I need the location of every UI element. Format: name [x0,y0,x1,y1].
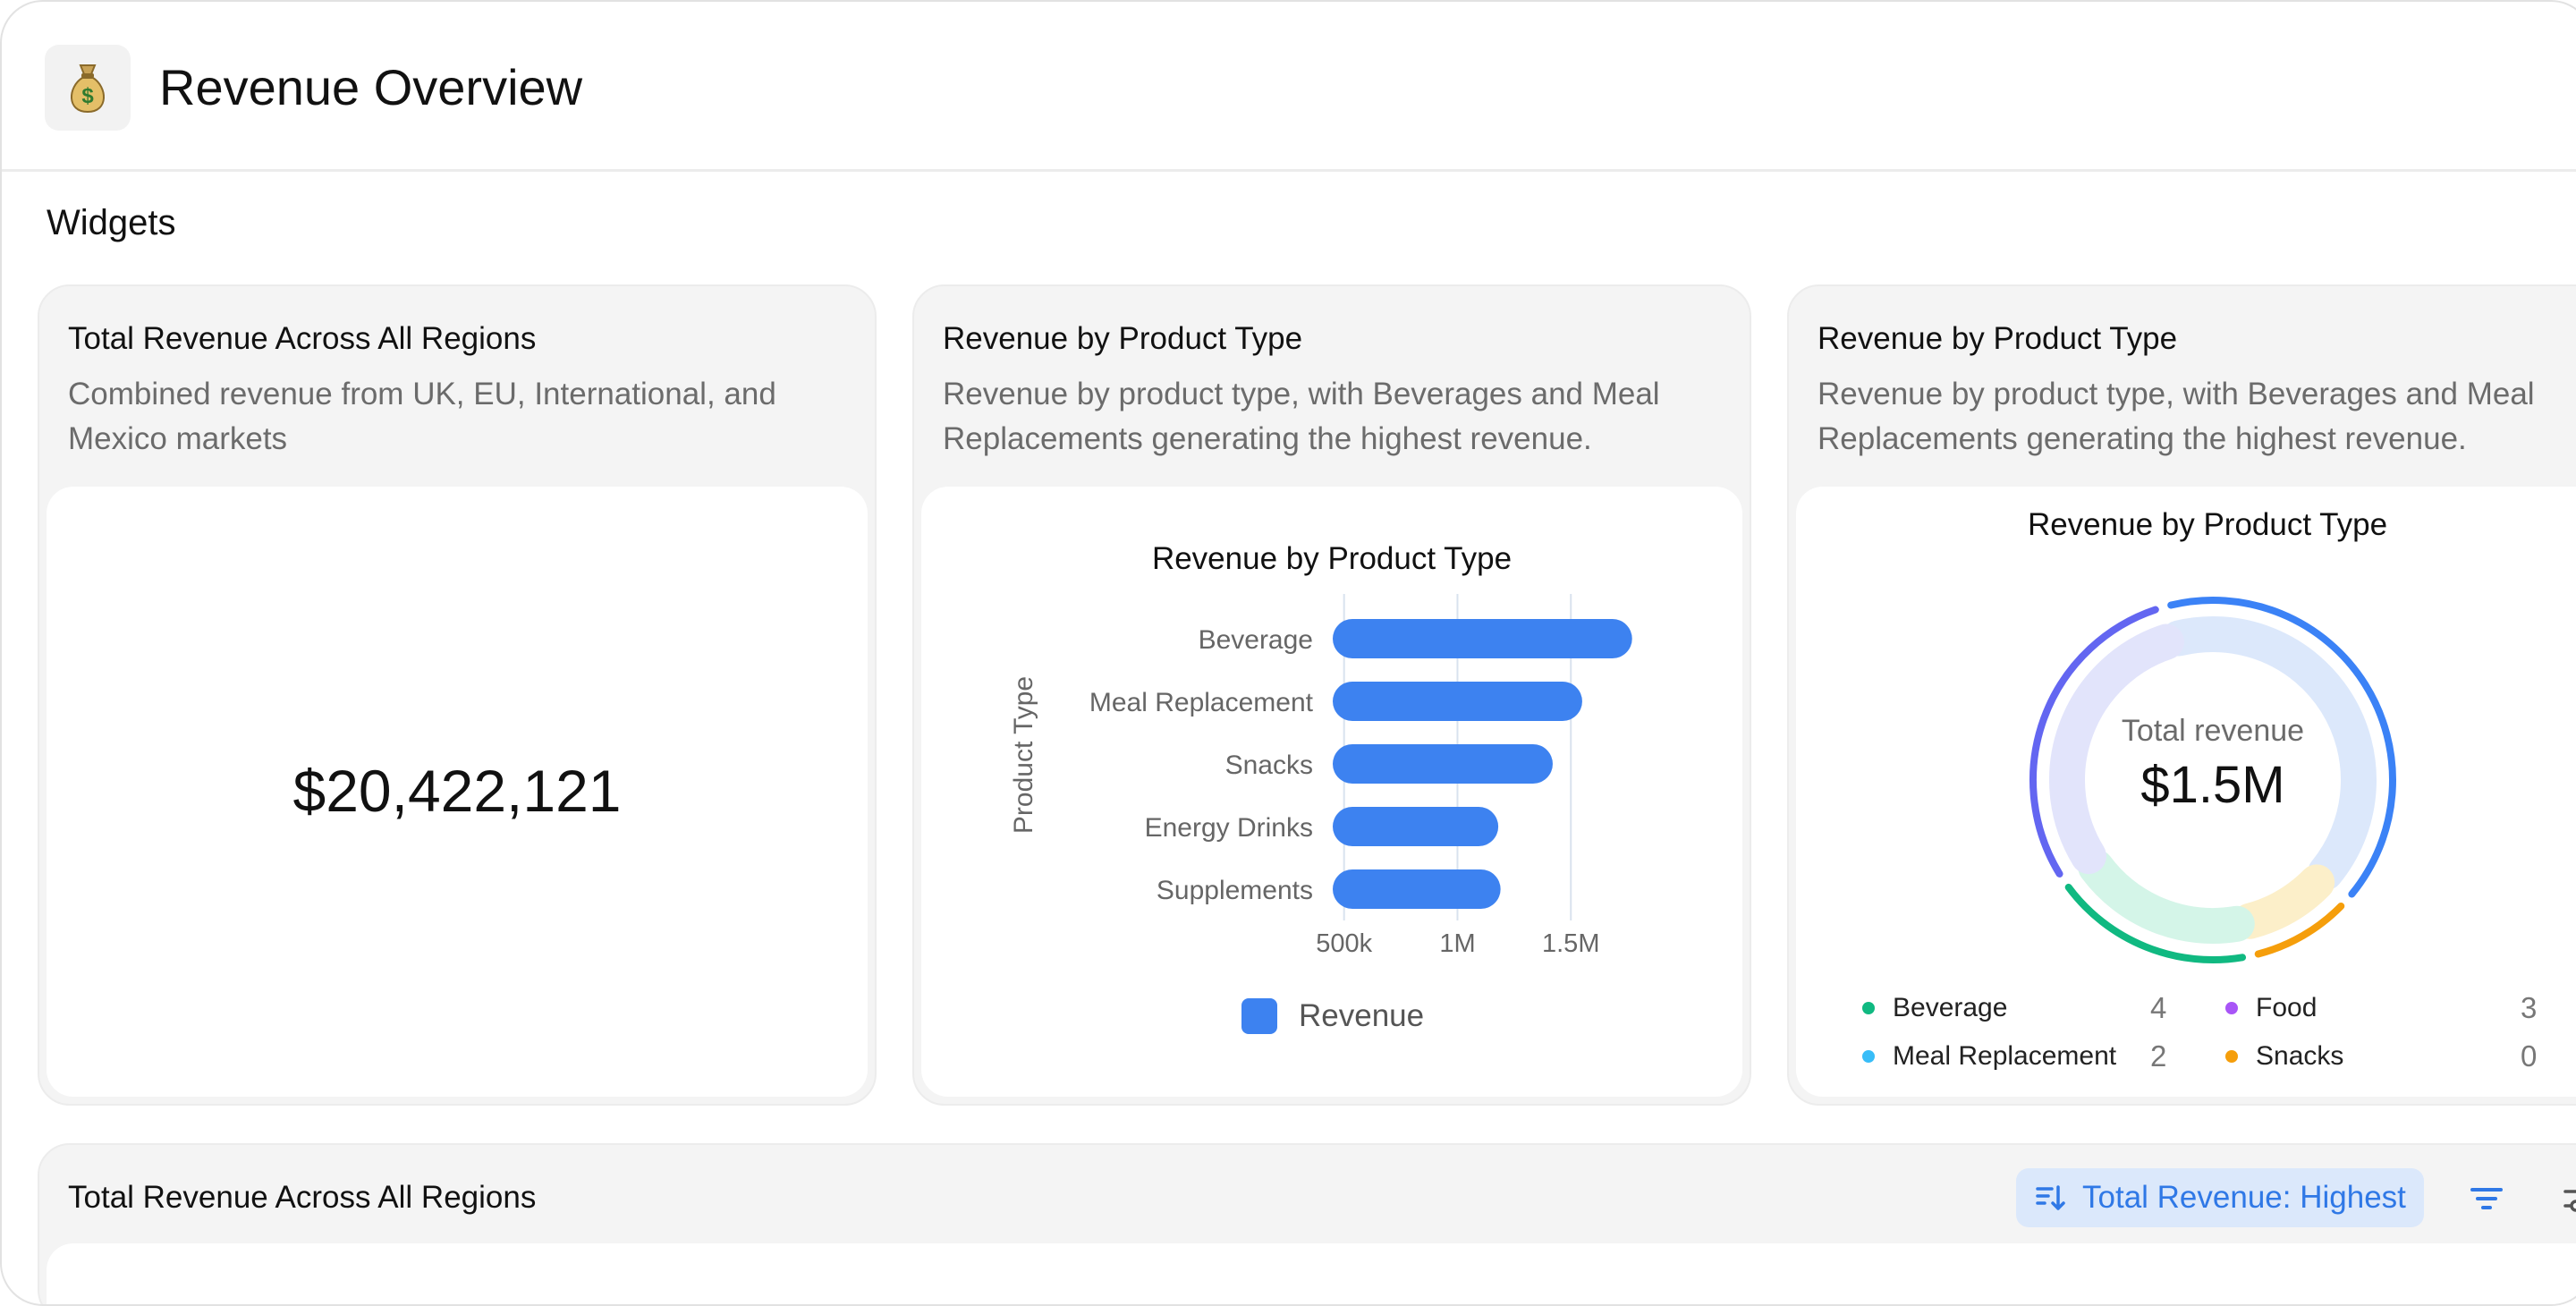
widget-title: Total Revenue Across All Regions [68,321,537,356]
settings-sliders-icon[interactable] [2560,1177,2576,1220]
table-card-total-revenue: Total Revenue Across All Regions Total R… [38,1143,2576,1304]
donut-legend-item-beverage: Beverage [1862,993,2007,1023]
page-title: Revenue Overview [159,59,583,115]
legend-dot [1862,1002,1875,1014]
y-tick-label: Snacks [1225,751,1313,780]
sort-label: Total Revenue: Highest [2082,1180,2406,1215]
y-tick-label: Energy Drinks [1145,813,1313,843]
widget-title: Revenue by Product Type [1818,321,2178,356]
donut-track-beverage [2161,616,2377,891]
legend-dot [2225,1050,2238,1063]
legend-label: Snacks [2256,1041,2344,1071]
widget-title: Revenue by Product Type [943,321,1303,356]
page-header: $ Revenue Overview [2,2,2576,172]
widget-description: Revenue by product type, with Beverages … [943,377,1660,456]
bar-beverage [1333,619,1632,658]
widget-description: Combined revenue from UK, EU, Internatio… [68,377,776,456]
y-tick-label: Beverage [1199,625,1313,655]
legend-value: 2 [2150,1039,2167,1073]
donut-segment-meal-replacement [2064,883,2247,963]
bar-snacks [1333,744,1553,784]
donut-legend-item-food: Food [2225,993,2317,1023]
donut-legend-item-snacks: Snacks [2225,1041,2343,1072]
bar-supplements [1333,869,1501,909]
section-label: Widgets [47,203,176,242]
donut-track-food [2049,623,2184,875]
legend-swatch-revenue [1241,998,1277,1034]
legend-value: 3 [2521,991,2538,1024]
donut-center-label: Total revenue [2121,714,2305,748]
donut-segment-snacks [2254,902,2345,958]
donut-segment-beverage [2167,597,2396,898]
widget-body: Revenue by Product Type Total revenue $1… [1796,487,2576,1097]
chart-title: Revenue by Product Type [1151,541,1513,576]
legend-dot [1862,1050,1875,1063]
money-bag-icon: $ [45,45,131,131]
x-tick-label: 1M [1439,929,1475,958]
kpi-value: $20,422,121 [292,758,622,824]
donut-center-value: $1.5M [2140,756,2285,814]
widget-card-bar-chart[interactable]: Revenue by Product Type Revenue by produ… [912,284,1751,1106]
y-tick-label: Meal Replacement [1089,688,1314,717]
widget-card-donut-chart[interactable]: Revenue by Product Type Revenue by produ… [1787,284,2576,1106]
legend-value: 0 [2521,1039,2538,1073]
x-tick-label: 1.5M [1542,929,1599,958]
x-tick-label: 500k [1316,929,1372,958]
legend-label-revenue: Revenue [1299,998,1425,1033]
widget-card-total-revenue[interactable]: Total Revenue Across All Regions Combine… [38,284,877,1106]
y-tick-label: Supplements [1157,876,1313,905]
widget-body: $20,422,121 [47,487,868,1097]
donut-legend-item-meal-replacement: Meal Replacement [1862,1041,2116,1072]
bar-energy-drinks [1333,807,1499,846]
sort-icon [2036,1185,2065,1210]
donut-track-meal-replacement [2078,849,2255,944]
legend-value: 4 [2150,991,2167,1024]
donut-chart [2029,597,2396,963]
donut-track-snacks [2232,864,2335,939]
filter-icon[interactable] [2465,1177,2508,1220]
chart-title: Revenue by Product Type [2027,507,2388,542]
sort-button[interactable]: Total Revenue: Highest [2016,1168,2424,1227]
svg-text:$: $ [81,84,94,108]
legend-label: Meal Replacement [1893,1041,2117,1071]
legend-label: Beverage [1893,993,2008,1022]
table-title: Total Revenue Across All Regions [68,1180,537,1215]
y-axis-label: Product Type [1009,676,1038,834]
bar-meal-replacement [1333,682,1582,721]
donut-segment-food [2029,606,2159,878]
bar-chart: 500k 1M 1.5M Beverage Meal Replacement Snacks… [1009,594,1632,958]
legend-dot [2225,1002,2238,1014]
widget-description: Revenue by product type, with Beverages … [1818,377,2535,456]
widget-body: Revenue by Product Type 500k 1M 1.5M Bevera… [921,487,1742,1097]
chart-legend: Revenue [1241,998,1424,1034]
legend-label: Food [2256,993,2318,1022]
